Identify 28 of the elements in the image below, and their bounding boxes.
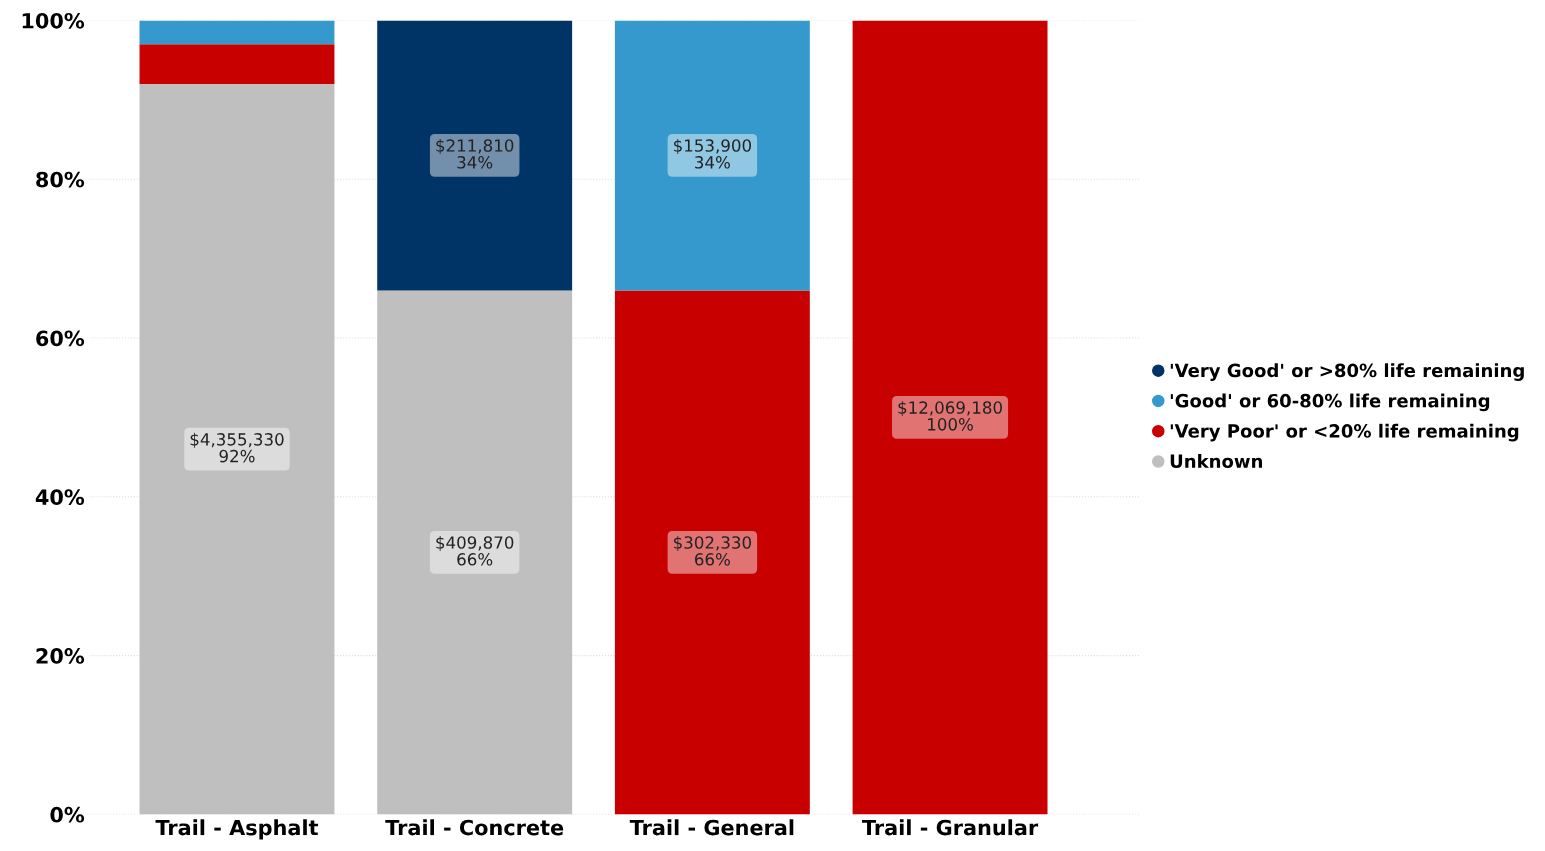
legend-label: 'Very Good' or >80% life remaining xyxy=(1170,363,1524,381)
bar xyxy=(614,20,810,291)
bar xyxy=(377,20,573,291)
bar xyxy=(139,44,335,84)
x-tick-label: Trail - Concrete xyxy=(385,819,564,836)
data-label: $409,870 66% xyxy=(436,535,514,566)
bar xyxy=(139,20,335,45)
data-label: $302,330 66% xyxy=(673,535,752,566)
x-tick-label: Trail - Asphalt xyxy=(155,819,319,840)
y-tick-label: 0% xyxy=(50,806,85,823)
data-label: $153,900 34% xyxy=(673,138,752,169)
data-label: $4,355,330 92% xyxy=(190,432,284,463)
y-tick-label: 20% xyxy=(36,648,85,664)
bar xyxy=(852,20,1048,815)
y-tick-label: 80% xyxy=(36,171,85,188)
bar xyxy=(139,83,335,815)
legend-label: 'Very Poor' or <20% life remaining xyxy=(1170,423,1519,442)
y-tick-label: 60% xyxy=(36,330,85,347)
y-tick-label: 40% xyxy=(35,489,85,506)
x-tick-label: Trail - Granular xyxy=(862,819,1039,836)
legend-label: 'Good' or 60-80% life remaining xyxy=(1170,393,1490,412)
legend-label: Unknown xyxy=(1170,454,1262,469)
data-label: $12,069,180 100% xyxy=(898,400,1002,431)
x-tick-label: Trail - General xyxy=(629,819,794,836)
bar xyxy=(614,290,810,815)
bar xyxy=(377,290,573,815)
y-tick-label: 100% xyxy=(22,12,85,29)
data-label: $211,810 34% xyxy=(436,138,514,169)
